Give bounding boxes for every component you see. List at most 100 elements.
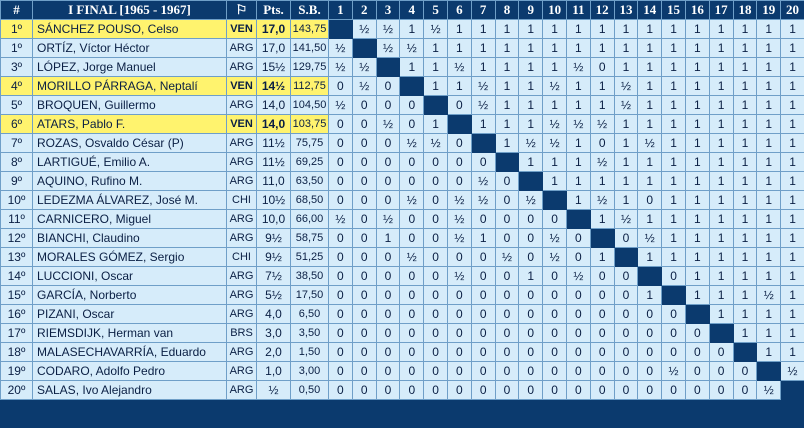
result-cell: 1 xyxy=(446,38,472,58)
round-header: 20 xyxy=(780,0,804,20)
result-cell: ½ xyxy=(756,285,782,305)
result-cell: 0 xyxy=(637,304,663,324)
result-cell: 0 xyxy=(446,304,472,324)
result-cell: 0 xyxy=(446,133,472,153)
result-cell: 1 xyxy=(684,76,710,96)
points-cell: 14½ xyxy=(256,76,291,96)
result-cell: ½ xyxy=(423,19,448,39)
result-cell: 1 xyxy=(756,38,782,58)
result-cell: 1 xyxy=(637,285,663,305)
table-row: 15º GARCÍA, Norberto ARG 5½ 17,50 0 0 0 0 0 0 0 0 0 0 0… xyxy=(0,285,804,305)
result-cell: 1 xyxy=(684,266,710,286)
player-name: RIEMSDIJK, Herman van xyxy=(32,323,227,343)
result-cell: 0 xyxy=(375,380,401,400)
table-row: 20º SALAS, Ivo Alejandro ARG ½ 0,50 0 0 0 0 0 0 0 0 0… xyxy=(0,380,804,400)
sb-cell: 3,00 xyxy=(290,361,329,381)
player-name: BIANCHI, Claudino xyxy=(32,228,227,248)
result-cell: 1 xyxy=(613,38,639,58)
result-cell: ½ xyxy=(494,247,520,267)
result-cell: 0 xyxy=(470,152,496,172)
rank-cell: 14º xyxy=(0,266,33,286)
points-cell: 14,0 xyxy=(256,95,291,115)
result-cell: 1 xyxy=(780,266,804,286)
result-cell: 1 xyxy=(756,304,782,324)
result-cell: 0 xyxy=(518,247,544,267)
sb-cell: 143,75 xyxy=(290,19,329,39)
self-cell xyxy=(351,38,377,58)
result-cell: 0 xyxy=(613,380,639,400)
result-cell: 1 xyxy=(780,133,804,153)
result-cell: ½ xyxy=(446,57,472,77)
player-name: PIZANI, Oscar xyxy=(32,304,227,324)
result-cell: ½ xyxy=(542,114,567,134)
result-cell: 0 xyxy=(518,323,544,343)
result-cell: 0 xyxy=(661,304,686,324)
result-cell: ½ xyxy=(399,190,425,210)
result-cell: 0 xyxy=(375,247,401,267)
result-cell: 0 xyxy=(470,285,496,305)
result-cell: 1 xyxy=(684,190,710,210)
result-cell: ½ xyxy=(565,266,591,286)
result-cell: 1 xyxy=(780,38,804,58)
result-cell: 0 xyxy=(375,171,401,191)
player-name: LARTIGUÉ, Emilio A. xyxy=(32,152,227,172)
rank-cell: 7º xyxy=(0,133,33,153)
points-cell: 14,0 xyxy=(256,114,291,134)
points-cell: 1,0 xyxy=(256,361,291,381)
sb-cell: 141,50 xyxy=(290,38,329,58)
result-cell: 0 xyxy=(399,266,425,286)
result-cell: 0 xyxy=(494,209,520,229)
result-cell: 1 xyxy=(780,228,804,248)
result-cell: 1 xyxy=(589,19,615,39)
sb-cell: 66,00 xyxy=(290,209,329,229)
result-cell: 1 xyxy=(780,95,804,115)
result-cell: 0 xyxy=(328,304,353,324)
sb-header: S.B. xyxy=(290,0,329,20)
player-name: LUCCIONI, Oscar xyxy=(32,266,227,286)
result-cell: ½ xyxy=(446,228,472,248)
result-cell: 0 xyxy=(542,209,567,229)
result-cell: 0 xyxy=(565,323,591,343)
federation-cell: CHI xyxy=(226,190,257,210)
result-cell: 1 xyxy=(518,38,544,58)
self-cell xyxy=(661,285,686,305)
player-name: LÓPEZ, Jorge Manuel xyxy=(32,57,227,77)
result-cell: 1 xyxy=(637,209,663,229)
result-cell: 0 xyxy=(494,171,520,191)
result-cell: 0 xyxy=(542,285,567,305)
points-cell: 11,0 xyxy=(256,171,291,191)
points-cell: 15½ xyxy=(256,57,291,77)
round-header: 16 xyxy=(684,0,710,20)
result-cell: 0 xyxy=(351,342,377,362)
federation-cell: ARG xyxy=(226,380,257,400)
result-cell: 0 xyxy=(375,133,401,153)
points-cell: 17,0 xyxy=(256,38,291,58)
round-header: 10 xyxy=(542,0,567,20)
result-cell: 0 xyxy=(351,95,377,115)
result-cell: 0 xyxy=(470,361,496,381)
result-cell: 0 xyxy=(328,190,353,210)
result-cell: 0 xyxy=(589,380,615,400)
result-cell: 1 xyxy=(756,247,782,267)
result-cell: 0 xyxy=(399,285,425,305)
result-cell: 0 xyxy=(328,152,353,172)
player-rows: 1º SÁNCHEZ POUSO, Celso VEN 17,0 143,75 ½ ½ 1 ½ 1… xyxy=(0,19,804,400)
rank-cell: 16º xyxy=(0,304,33,324)
result-cell: 0 xyxy=(470,323,496,343)
result-cell: 0 xyxy=(375,266,401,286)
federation-cell: ARG xyxy=(226,228,257,248)
result-cell: 1 xyxy=(732,323,758,343)
result-cell: 1 xyxy=(708,95,734,115)
federation-cell: VEN xyxy=(226,114,257,134)
rank-cell: 4º xyxy=(0,76,33,96)
result-cell: 1 xyxy=(494,38,520,58)
result-cell: 0 xyxy=(328,171,353,191)
result-cell: 0 xyxy=(423,209,448,229)
result-cell: 1 xyxy=(756,171,782,191)
result-cell: ½ xyxy=(589,190,615,210)
result-cell: 0 xyxy=(328,323,353,343)
self-cell xyxy=(375,57,401,77)
table-row: 17º RIEMSDIJK, Herman van BRS 3,0 3,50 0 0 0 0 0 0… xyxy=(0,323,804,343)
result-cell: ½ xyxy=(542,247,567,267)
result-cell: 0 xyxy=(423,247,448,267)
